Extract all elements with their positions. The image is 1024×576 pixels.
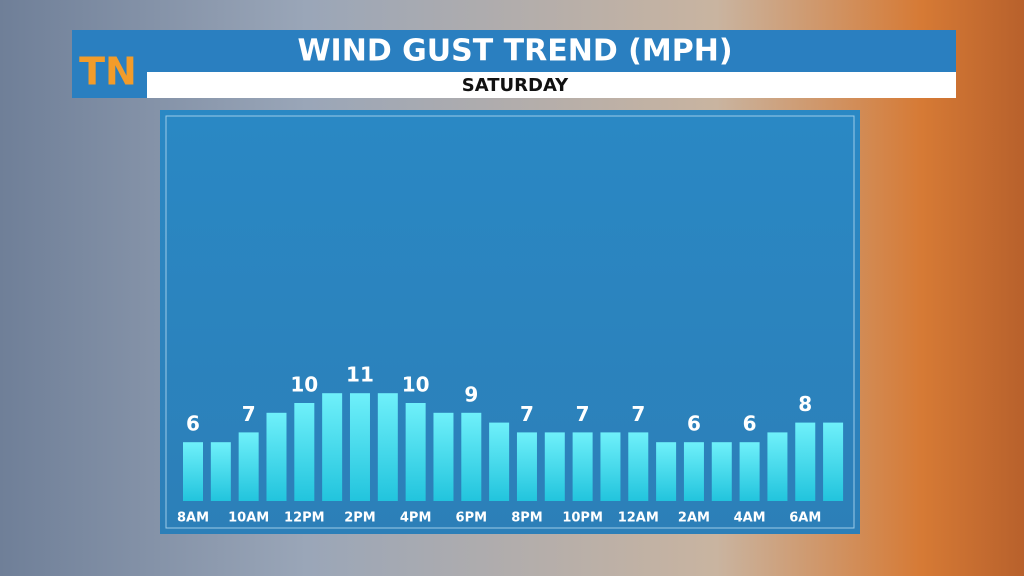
x-tick-label: 8PM (511, 511, 543, 526)
x-tick-label: 10PM (562, 511, 603, 526)
x-tick-label: 4AM (734, 511, 766, 526)
bar (377, 393, 398, 501)
data-label: 7 (520, 402, 534, 426)
bar (711, 442, 732, 501)
x-tick-label: 8AM (177, 511, 209, 526)
bar (656, 442, 677, 501)
bar (795, 422, 816, 501)
x-tick-label: 2AM (678, 511, 710, 526)
x-tick-label: 4PM (400, 511, 432, 526)
bar (572, 432, 593, 501)
bar (739, 442, 760, 501)
x-tick-label: 12AM (618, 511, 659, 526)
subtitle-bar (147, 72, 956, 98)
x-tick-label: 2PM (344, 511, 376, 526)
chart-title: WIND GUST TREND (MPH) (297, 34, 732, 69)
chart-subtitle: SATURDAY (462, 75, 569, 96)
bar (322, 393, 343, 501)
data-label: 10 (290, 373, 318, 397)
data-label: 6 (186, 412, 200, 436)
bar (238, 432, 259, 501)
data-label: 7 (631, 402, 645, 426)
data-label: 6 (743, 412, 757, 436)
data-label: 11 (346, 363, 374, 387)
x-tick-label: 6AM (789, 511, 821, 526)
data-label: 7 (576, 402, 590, 426)
bar (516, 432, 537, 501)
panel-border (165, 115, 855, 529)
bar (433, 412, 454, 501)
bar (294, 403, 315, 501)
bar (600, 432, 621, 501)
bar (683, 442, 704, 501)
data-label: 7 (242, 402, 256, 426)
title-bar (72, 30, 956, 72)
bar (767, 432, 788, 501)
bar (628, 432, 649, 501)
bar (405, 403, 426, 501)
x-tick-label: 10AM (228, 511, 269, 526)
x-tick-label: 12PM (284, 511, 325, 526)
bar (349, 393, 370, 501)
plot: 6 8AM 7 10AM 10 12PM 11 2PM 10 4PM 9 6PM 7 8PM 7 10PM 7 1… (177, 363, 844, 526)
x-tick-label: 6PM (456, 511, 488, 526)
bar (183, 442, 203, 501)
bar (544, 432, 565, 501)
data-label: 6 (687, 412, 701, 436)
data-label: 9 (464, 382, 478, 406)
bar (823, 422, 844, 501)
bar (461, 412, 482, 501)
data-label: 10 (402, 373, 430, 397)
data-label: 8 (798, 392, 812, 416)
logo: TN (79, 50, 137, 94)
bar (266, 412, 287, 501)
bar (210, 442, 231, 501)
bar (489, 422, 510, 501)
logo-box (72, 30, 147, 98)
